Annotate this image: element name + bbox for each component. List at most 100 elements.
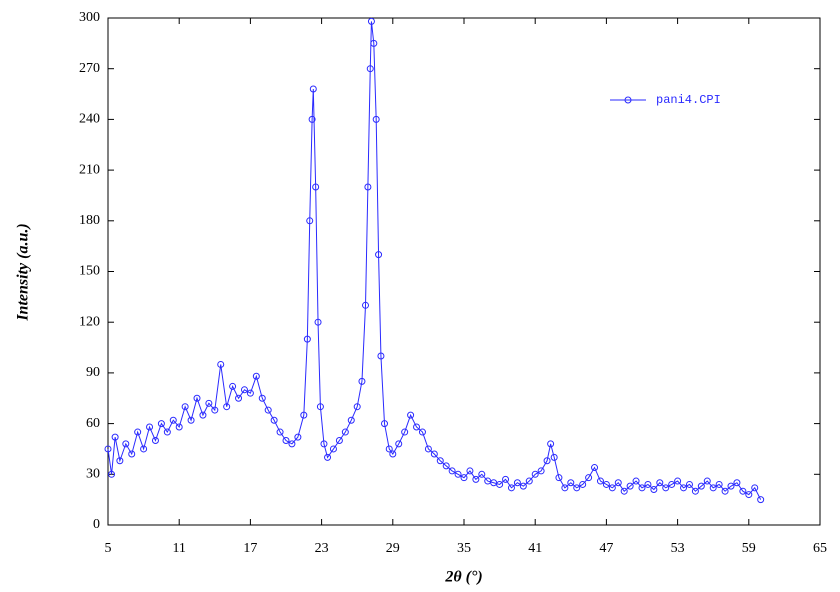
data-point [472,475,480,483]
data-line [107,21,762,500]
data-point [169,416,177,424]
data-point [294,433,302,441]
data-point [644,480,652,488]
legend-marker [624,96,632,104]
data-point [199,411,207,419]
data-point [638,484,646,492]
data-point [745,491,753,499]
data-point [306,217,314,225]
data-point [380,420,388,428]
x-tick-label: 23 [315,541,329,556]
data-point [104,445,112,453]
x-axis-title: 2θ (°) [444,569,482,586]
data-point [300,411,308,419]
legend-label: pani4.CPI [656,93,721,107]
data-point [614,479,622,487]
data-point [585,474,593,482]
data-point [175,423,183,431]
y-tick-label: 180 [79,213,100,228]
data-point [252,372,260,380]
y-tick-label: 150 [79,264,100,279]
data-point [187,416,195,424]
data-point [460,474,468,482]
data-point [335,437,343,444]
data-point [140,445,148,453]
data-point [436,457,444,465]
y-tick-label: 0 [93,517,100,532]
data-point [217,360,225,368]
data-point [312,183,320,191]
data-point [223,403,231,411]
data-point [537,467,545,475]
data-point [567,479,575,487]
data-point [229,382,237,390]
y-tick-label: 270 [79,61,100,76]
data-point [656,479,664,487]
data-point [680,484,688,492]
data-point [111,433,119,441]
data-point [324,453,332,461]
data-point [727,482,735,490]
data-point [543,457,551,465]
data-point [650,486,658,494]
data-point [367,17,375,25]
data-point [157,420,165,428]
x-tick-label: 59 [742,541,756,556]
data-point [430,450,438,458]
y-tick-label: 30 [86,467,100,482]
data-point [596,477,604,485]
x-tick-label: 47 [599,541,613,556]
data-point [128,450,136,458]
data-point [407,411,415,419]
data-point [264,406,272,414]
data-point [555,474,563,482]
data-point [270,416,278,424]
data-point [751,484,759,492]
data-point [372,115,380,123]
data-point [341,428,349,436]
y-tick-label: 120 [79,314,100,329]
data-point [579,480,587,488]
data-point [757,496,765,504]
data-point [146,423,154,431]
data-point [240,386,248,394]
data-point [739,487,747,495]
y-tick-label: 240 [79,112,100,127]
data-point [320,440,328,448]
data-point [608,484,616,492]
data-point [715,480,723,488]
data-point [478,470,486,478]
data-point [308,115,316,123]
x-tick-label: 29 [386,541,400,556]
data-point [389,450,397,458]
data-point [309,85,317,93]
data-point [258,394,266,402]
data-point [668,480,676,488]
data-point [329,445,337,453]
data-point [413,423,421,431]
data-point [122,440,130,448]
data-point [134,428,142,436]
data-point [303,335,311,343]
data-point [316,403,324,411]
data-point [246,389,254,397]
data-point [116,457,124,465]
data-point [561,484,569,492]
data-point [513,479,521,487]
data-point [163,428,171,436]
data-point [108,470,116,478]
data-point [733,479,741,487]
data-point [395,440,403,448]
x-tick-label: 17 [243,541,257,556]
data-point [502,475,510,483]
x-tick-label: 5 [105,541,112,556]
data-point [211,406,219,414]
data-point [573,484,581,492]
data-point [685,480,693,488]
data-point [507,484,515,492]
data-point [276,428,284,436]
data-point [674,477,682,485]
data-point [525,477,533,485]
